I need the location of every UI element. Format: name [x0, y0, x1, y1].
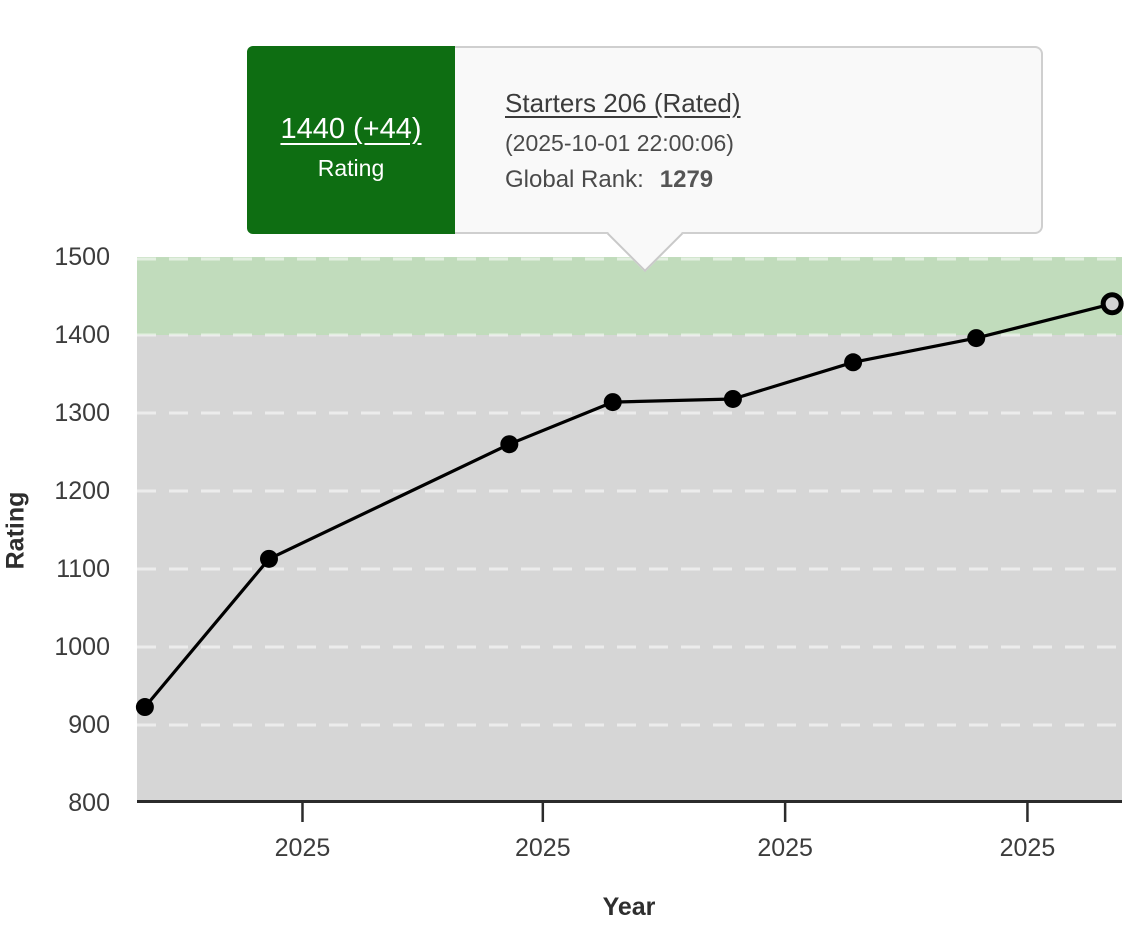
x-axis-tick-label: 2025	[757, 834, 813, 862]
y-axis-tick-label: 1200	[54, 477, 110, 505]
x-axis-tick-label: 2025	[274, 834, 331, 862]
data-point[interactable]	[723, 389, 742, 408]
tooltip-rating-box: 1440 (+44) Rating	[247, 46, 455, 234]
tooltip-rating-label: Rating	[317, 154, 385, 181]
rating-line	[143, 302, 1113, 709]
data-point[interactable]	[603, 393, 622, 412]
y-axis-tick-label: 900	[68, 711, 110, 739]
y-axis-title: Rating	[1, 491, 30, 570]
x-axis-title: Year	[602, 893, 656, 921]
data-point[interactable]	[259, 549, 278, 568]
tooltip-contest-panel: Starters 206 (Rated) (2025-10-01 22:00:0…	[455, 46, 1043, 234]
data-point-current[interactable]	[1100, 292, 1124, 316]
y-axis-tick-label: 1000	[54, 633, 110, 661]
y-axis-tick-label: 1100	[56, 555, 110, 583]
data-point[interactable]	[967, 329, 986, 348]
y-axis-tick-label: 1500	[54, 243, 110, 271]
rating-chart-plot[interactable]	[135, 257, 1124, 822]
x-axis-tick-label: 2025	[515, 834, 571, 862]
tooltip-rating-value: 1440 (+44)	[280, 112, 422, 145]
global-rank-row: Global Rank: 1279	[505, 166, 1041, 194]
y-axis-tick-label: 1400	[54, 321, 110, 349]
plot-background	[137, 257, 1122, 803]
data-point[interactable]	[135, 698, 154, 717]
contest-link[interactable]: Starters 206 (Rated)	[505, 88, 741, 118]
highlight-band	[137, 257, 1122, 335]
data-point[interactable]	[500, 435, 519, 454]
x-axis-tick-label: 2025	[999, 834, 1056, 862]
y-axis-tick-label: 1300	[54, 399, 110, 427]
contest-datetime: (2025-10-01 22:00:06)	[505, 130, 734, 156]
y-axis-tick-label: 800	[68, 789, 110, 817]
global-rank-label: Global Rank:	[505, 166, 644, 193]
global-rank-value: 1279	[659, 166, 714, 193]
data-point[interactable]	[844, 353, 863, 372]
